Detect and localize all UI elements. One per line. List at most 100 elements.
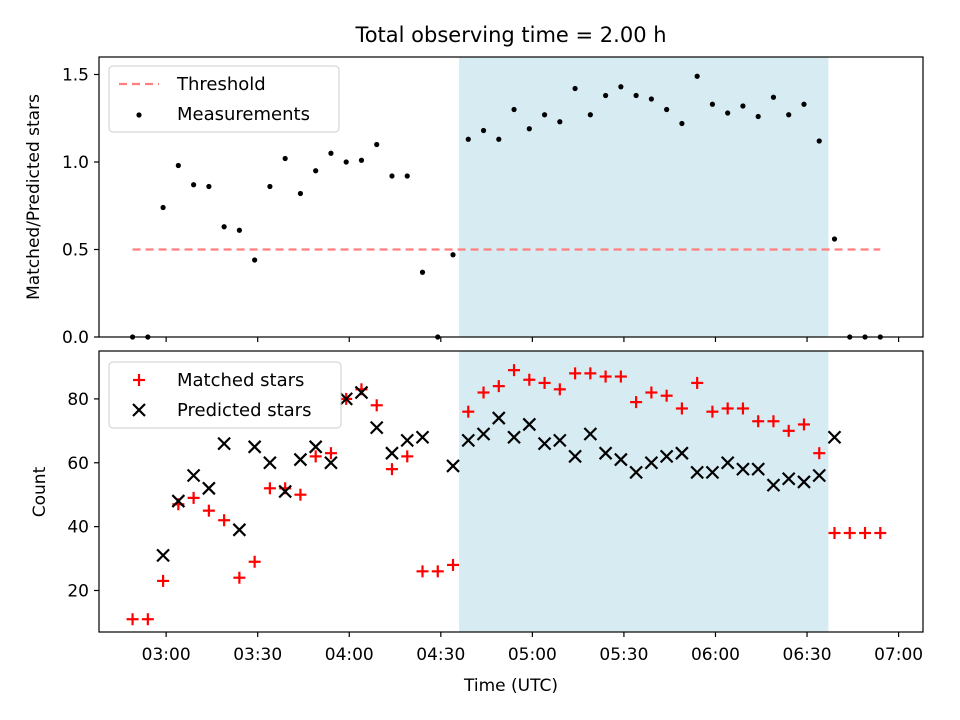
- predicted-point-b: [736, 462, 750, 476]
- predicted-point-b: [781, 471, 796, 486]
- matched-point: [187, 491, 200, 504]
- matched-point: [767, 415, 780, 428]
- predicted-point: [492, 411, 506, 425]
- measurement-point: [801, 101, 807, 107]
- predicted-point: [644, 455, 659, 470]
- predicted-point: [812, 468, 827, 483]
- matched-point: [599, 370, 612, 383]
- predicted-legend-label: Predicted stars: [177, 400, 311, 421]
- measurement-point: [221, 224, 227, 230]
- measurement-point: [831, 236, 838, 242]
- matched-point: [660, 389, 673, 402]
- bottom-axis-ticks: 20 40 60 80 03:00 03:30 04:00 04:30 05:00 05:30 06…: [67, 390, 923, 665]
- bottom-xtick-label: 06:30: [783, 645, 832, 665]
- matched-point: [126, 613, 139, 626]
- measurement-point: [587, 112, 593, 118]
- predicted-point: [369, 420, 384, 435]
- predicted-point: [324, 455, 338, 470]
- measurement-point: [633, 92, 639, 99]
- matched-point: [630, 396, 643, 409]
- bottom-ytick-label: 60: [67, 454, 89, 474]
- matched-point: [263, 482, 276, 495]
- predicted-point-b: [263, 455, 277, 470]
- matched-point: [538, 376, 551, 389]
- predicted-point: [461, 433, 476, 448]
- measurement-point: [465, 136, 471, 142]
- bottom-ylabel: Count: [30, 466, 50, 517]
- bottom-xtick-label: 07:00: [874, 645, 923, 665]
- matched-point: [447, 558, 460, 571]
- top-axis-ticks: 0.0 0.5 1.0 1.5: [62, 66, 900, 348]
- bottom-xtick-label: 05:00: [508, 645, 557, 665]
- matched-point: [523, 373, 536, 386]
- predicted-legend-swatch: [132, 403, 146, 417]
- measurement-point: [191, 182, 197, 188]
- matched-point: [218, 514, 231, 527]
- matched-point: [813, 447, 826, 460]
- matched-point: [645, 386, 658, 399]
- predicted-point: [507, 430, 521, 444]
- predicted-point-b: [537, 436, 552, 451]
- measurement-point: [679, 120, 685, 127]
- bottom-legend-frame: [108, 361, 342, 429]
- measurement-point: [648, 96, 654, 102]
- measurement-point: [541, 112, 548, 118]
- matched-point: [584, 367, 597, 380]
- predicted-point: [339, 392, 353, 406]
- predicted-point: [308, 440, 323, 454]
- predicted-point-b: [614, 452, 628, 467]
- predicted-point-b: [339, 392, 353, 406]
- predicted-point-b: [385, 446, 399, 460]
- predicted-point: [202, 481, 216, 496]
- top-ytick-label: 1.5: [62, 66, 89, 86]
- predicted-point: [568, 449, 582, 464]
- predicted-point: [232, 523, 247, 537]
- measurement-point: [358, 157, 365, 163]
- matched-point: [721, 402, 734, 415]
- matched-point: [431, 565, 444, 578]
- measurement-point: [160, 204, 166, 211]
- measurement-point: [603, 92, 609, 99]
- predicted-point: [293, 452, 308, 467]
- measurement-point: [252, 257, 258, 263]
- matched-point: [828, 527, 841, 540]
- predicted-point: [156, 548, 170, 563]
- predicted-point: [797, 475, 811, 489]
- matched-point: [691, 376, 704, 389]
- predicted-point: [476, 427, 491, 441]
- predicted-point-b: [492, 411, 506, 425]
- matched-points: [126, 364, 887, 626]
- predicted-point: [705, 465, 720, 480]
- matched-point: [553, 383, 566, 396]
- predicted-point: [751, 462, 765, 476]
- predicted-point-b: [461, 433, 476, 448]
- figure-title: Total observing time = 2.00 h: [354, 23, 666, 47]
- predicted-point-b: [751, 462, 765, 476]
- predicted-point: [446, 459, 460, 473]
- predicted-point: [553, 433, 567, 448]
- top-highlight-span: [459, 57, 829, 337]
- measurement-point: [480, 127, 487, 134]
- matched-point: [797, 418, 810, 431]
- predicted-point-b: [232, 523, 247, 537]
- matched-point: [782, 424, 795, 437]
- bottom-panel: 20 40 60 80 03:00 03:30 04:00 04:30 05:00 05:30 06…: [30, 350, 924, 696]
- measurement-point: [374, 141, 380, 148]
- matched-point: [385, 463, 398, 476]
- predicted-point-b: [400, 433, 415, 448]
- matched-point: [492, 380, 505, 393]
- predicted-point: [217, 436, 231, 451]
- matched-point: [309, 450, 322, 463]
- matched-point: [416, 565, 429, 578]
- measurement-point: [297, 190, 304, 197]
- bottom-ytick-label: 20: [67, 581, 89, 601]
- predicted-point: [537, 436, 552, 451]
- top-panel: 0.0 0.5 1.0 1.5 Matched/Predicted stars Thr…: [24, 56, 924, 348]
- predicted-point: [263, 455, 277, 470]
- measurement-point: [709, 101, 716, 107]
- matched-point: [370, 399, 383, 412]
- top-legend-frame: [108, 65, 340, 133]
- predicted-point-b: [720, 455, 735, 470]
- measurement-point: [206, 183, 212, 190]
- matched-point: [752, 415, 765, 428]
